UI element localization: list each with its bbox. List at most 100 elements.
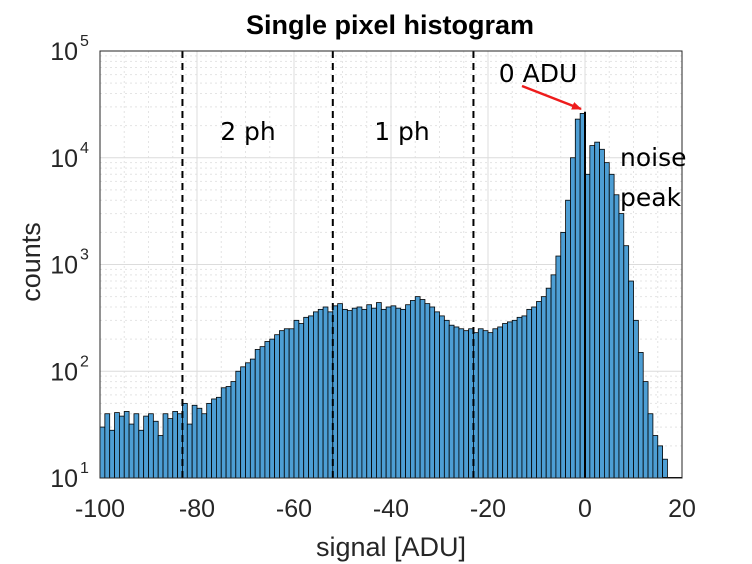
- histogram-bar: [613, 194, 620, 479]
- histogram-bar: [317, 308, 324, 479]
- histogram-bar: [351, 307, 358, 479]
- histogram-bar: [531, 306, 537, 479]
- histogram-bar: [114, 412, 120, 479]
- histogram-bar: [264, 341, 271, 479]
- histogram-bar: [123, 411, 130, 479]
- histogram-bar: [356, 306, 363, 479]
- histogram-bar: [497, 326, 503, 479]
- histogram-bar: [492, 328, 499, 479]
- histogram-bar: [279, 330, 285, 479]
- histogram-bar: [502, 323, 508, 479]
- chart-title: Single pixel histogram: [246, 10, 534, 40]
- histogram-bar: [439, 315, 445, 479]
- plot-frame: [99, 50, 683, 479]
- histogram-bar: [240, 366, 246, 479]
- x-tick-label: 20: [668, 495, 696, 523]
- histogram-bar: [608, 173, 615, 479]
- histogram-bar: [390, 305, 397, 479]
- y-tick-label: 10: [50, 145, 78, 173]
- y-axis-label: counts: [16, 222, 46, 302]
- histogram-bar: [463, 330, 469, 479]
- histogram-bar: [652, 435, 659, 479]
- histogram-bar: [409, 300, 416, 479]
- histogram-bar: [167, 418, 174, 479]
- histogram-bar: [361, 308, 368, 479]
- histogram-bar: [133, 413, 140, 479]
- label-noise: noise: [620, 143, 687, 172]
- histogram-bar: [550, 274, 557, 479]
- histogram-bar: [380, 308, 387, 479]
- histogram-bar: [322, 306, 329, 479]
- histogram-bar: [259, 346, 266, 479]
- histogram-bar: [249, 358, 256, 479]
- histogram-bar: [657, 445, 663, 479]
- x-tick-label: -60: [276, 495, 312, 523]
- histogram-bar: [215, 396, 222, 479]
- histogram-bar: [419, 299, 426, 479]
- histogram-bar: [211, 398, 217, 479]
- histogram-bar: [662, 458, 668, 479]
- y-tick-label: 10: [50, 38, 78, 66]
- histogram-bar: [337, 303, 343, 479]
- histogram-bar: [143, 415, 149, 479]
- y-tick-label: 10: [50, 252, 78, 280]
- histogram-bar: [604, 162, 610, 479]
- histogram-bar: [225, 386, 232, 479]
- histogram-bar: [506, 321, 513, 479]
- histogram-bar: [429, 306, 436, 479]
- histogram-bar: [254, 349, 261, 479]
- histogram-bar: [521, 315, 528, 479]
- histogram-bar: [487, 332, 494, 479]
- histogram-bar: [99, 426, 106, 479]
- histogram-bar: [618, 213, 625, 479]
- y-tick-exponent: 4: [80, 140, 89, 157]
- y-tick-label: 10: [50, 358, 78, 386]
- histogram-bar: [206, 402, 212, 479]
- y-tick-label: 10: [50, 465, 78, 493]
- histogram-bar: [293, 319, 300, 479]
- histogram-bar: [536, 301, 542, 479]
- histogram-bar: [269, 338, 275, 479]
- histogram-bar: [453, 326, 460, 479]
- histogram-bar: [196, 407, 203, 479]
- histogram-bar: [647, 413, 654, 479]
- zero-adu-arrow: [521, 84, 582, 111]
- histogram-bar: [298, 323, 305, 479]
- histogram-bar: [303, 316, 309, 479]
- histogram-bar: [342, 308, 348, 479]
- histogram-bar: [109, 429, 115, 479]
- histogram-bar: [400, 308, 406, 479]
- histogram-bar: [371, 307, 377, 479]
- histogram-bar: [148, 413, 154, 479]
- histogram-bar: [385, 306, 392, 479]
- histogram-bar: [594, 141, 600, 479]
- histogram-bar: [637, 352, 644, 479]
- histogram-bar: [555, 255, 562, 479]
- y-tick-exponent: 2: [80, 353, 89, 370]
- histogram-bar: [458, 328, 465, 479]
- x-tick-labels: -100 -80 -60 -40 -20 0 20: [75, 495, 696, 523]
- histogram-bar: [526, 308, 533, 479]
- histogram-bar: [482, 330, 489, 479]
- histogram-bar: [443, 319, 450, 479]
- histogram-bar: [220, 387, 227, 479]
- histogram-bar: [414, 296, 421, 479]
- histogram-bar: [201, 413, 208, 479]
- label-1-photon-region: 1 ph: [374, 117, 430, 146]
- y-tick-exponent: 5: [80, 33, 89, 50]
- histogram-bar: [104, 413, 111, 479]
- histogram-bar: [346, 310, 353, 479]
- histogram-bar: [162, 413, 169, 479]
- histogram-bar: [235, 370, 242, 479]
- x-tick-label: -80: [179, 495, 215, 523]
- histogram-bar: [516, 316, 523, 479]
- histogram-bar: [128, 423, 135, 479]
- histogram-bar: [545, 287, 552, 479]
- y-tick-exponent: 3: [80, 247, 89, 264]
- threshold-lines: [181, 51, 586, 478]
- histogram-bar: [623, 245, 630, 479]
- label-zero-adu: 0 ADU: [499, 59, 578, 88]
- x-tick-label: -40: [373, 495, 409, 523]
